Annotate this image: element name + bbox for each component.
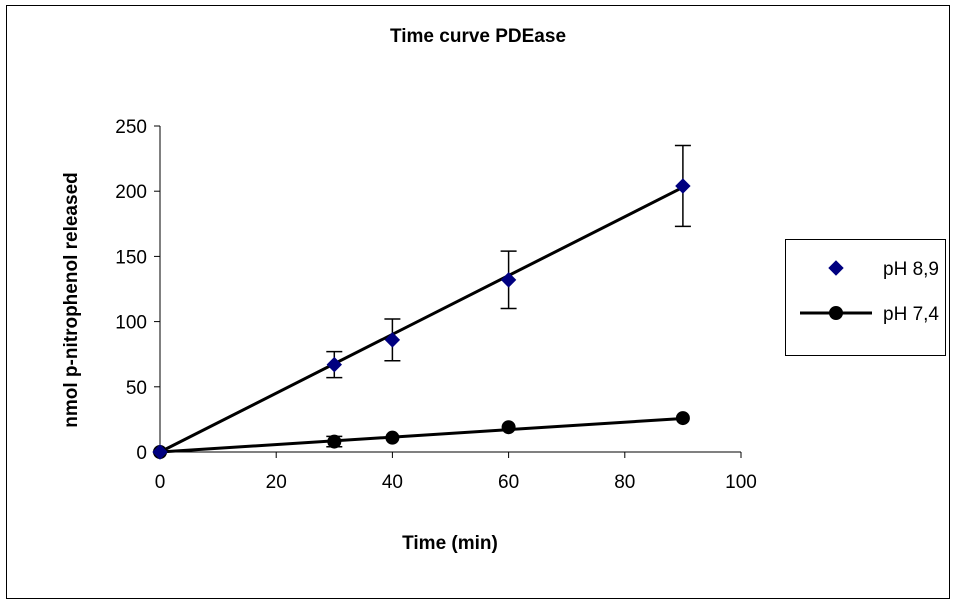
legend-marker: [829, 306, 843, 320]
trendlines: [159, 185, 689, 454]
legend-box: [785, 239, 946, 356]
y-tick-label: 200: [115, 182, 147, 203]
data-markers: [152, 178, 691, 460]
x-tick-label: 20: [266, 472, 287, 493]
x-tick-label: 0: [155, 472, 166, 493]
data-point-series-1: [675, 178, 691, 194]
x-tick-label: 40: [382, 472, 403, 493]
x-tick-label: 100: [725, 472, 757, 493]
data-point-series-1: [500, 272, 517, 288]
y-tick-label: 150: [115, 247, 147, 268]
x-tick-label: 80: [614, 472, 635, 493]
legend-label: pH 7,4: [883, 304, 939, 325]
data-point-series-2: [385, 430, 400, 445]
data-point-series-2: [327, 434, 342, 449]
trendline-series-2: [159, 416, 689, 454]
y-tick-label: 250: [115, 117, 147, 138]
data-point-series-1: [326, 356, 343, 373]
y-tick-label: 0: [136, 443, 147, 464]
y-axis-label: nmol p-nitrophenol released: [61, 172, 82, 427]
legend-label: pH 8,9: [883, 259, 939, 280]
legend-marker: [828, 260, 844, 276]
data-point-series-1: [152, 444, 168, 460]
legend: pH 8,9 pH 7,4: [785, 239, 946, 356]
data-point-series-2: [675, 411, 690, 426]
data-point-series-2: [501, 420, 516, 435]
data-point-series-1: [384, 332, 401, 348]
trendline-series-1: [159, 185, 684, 454]
y-tick-label: 100: [115, 313, 147, 334]
y-tick-label: 50: [126, 378, 147, 399]
x-axis-label: Time (min): [402, 533, 498, 554]
axes: 0 20 40 60 80 100 0 50 100 150 200 250: [115, 117, 757, 493]
x-tick-label: 60: [498, 472, 519, 493]
chart-title: Time curve PDEase: [390, 26, 566, 47]
